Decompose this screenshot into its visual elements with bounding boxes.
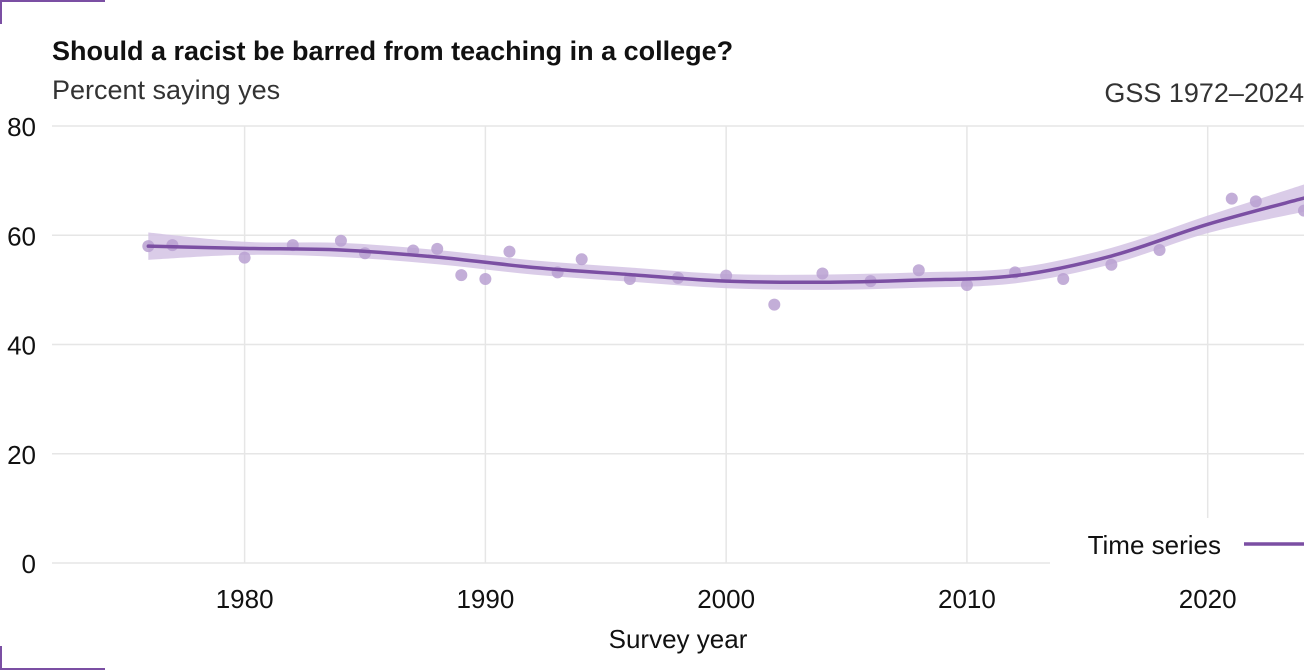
data-point [238, 251, 251, 264]
chart-subtitle: Percent saying yes [52, 75, 281, 105]
data-point [720, 269, 733, 282]
data-point [575, 253, 588, 266]
x-tick-label: 2000 [697, 584, 755, 614]
series-line [146, 196, 1304, 285]
data-point [1249, 195, 1262, 208]
legend: Time series [1050, 518, 1304, 574]
x-axis-label: Survey year [609, 624, 748, 654]
y-tick-labels: 0 20 40 60 80 [7, 112, 36, 579]
x-tick-label: 2020 [1179, 584, 1237, 614]
x-tick-label: 1990 [456, 584, 514, 614]
x-tick-label: 1980 [216, 584, 274, 614]
data-point [479, 272, 492, 285]
data-point [960, 278, 973, 291]
legend-background [1050, 518, 1304, 574]
data-point [912, 264, 925, 277]
x-tick-label: 2010 [938, 584, 996, 614]
y-tick-label: 0 [22, 549, 36, 579]
data-point [1153, 243, 1166, 256]
y-tick-label: 40 [7, 331, 36, 361]
data-point [455, 269, 468, 282]
corner-mark-top-vertical [0, 0, 2, 24]
data-point [1225, 192, 1238, 205]
confidence-band [148, 184, 1304, 290]
data-point [1105, 258, 1118, 271]
data-point [1057, 272, 1070, 285]
chart-title: Should a racist be barred from teaching … [52, 36, 734, 66]
data-point [1298, 204, 1304, 217]
data-point [768, 298, 781, 311]
data-point [334, 234, 347, 247]
confidence-band-area [148, 184, 1304, 290]
x-tick-labels: 1980 1990 2000 2010 2020 [216, 584, 1237, 614]
gridlines [52, 125, 1304, 564]
y-tick-label: 20 [7, 440, 36, 470]
data-points [142, 192, 1304, 311]
data-point [503, 245, 516, 258]
corner-mark-bottom-vertical [0, 646, 2, 670]
corner-mark-top-horizontal [0, 0, 105, 2]
legend-entry-label: Time series [1088, 530, 1221, 560]
corner-mark-bottom-horizontal [0, 668, 105, 670]
source-label: GSS 1972–2024 [1104, 78, 1304, 108]
data-point [431, 242, 444, 255]
series-lines [146, 196, 1304, 285]
y-tick-label: 60 [7, 221, 36, 251]
data-point [816, 267, 829, 280]
y-tick-label: 80 [7, 112, 36, 142]
